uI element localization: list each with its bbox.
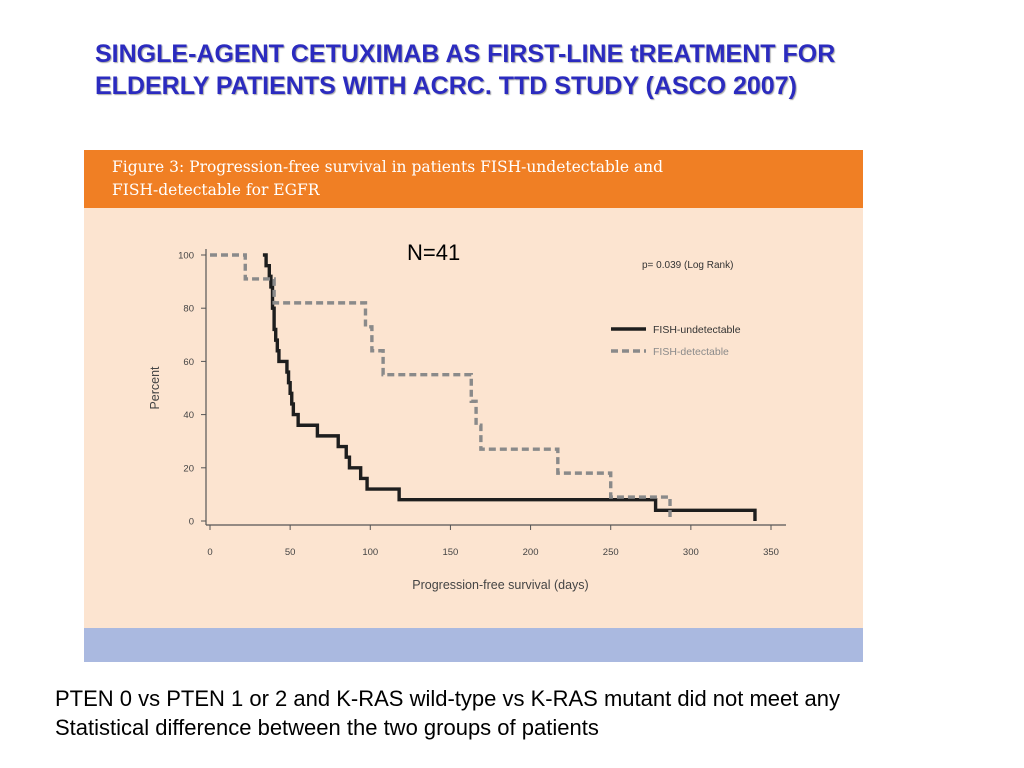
sample-size-label: N=41 xyxy=(407,240,461,265)
conclusion-line-1: PTEN 0 vs PTEN 1 or 2 and K-RAS wild-typ… xyxy=(55,686,840,711)
survival-chart: 0 20 40 60 80 100 0 50 100 150 200 250 300 350 Progres… xyxy=(148,249,786,592)
legend-label: FISH-undetectable xyxy=(653,324,741,336)
p-value-annotation: p= 0.039 (Log Rank) xyxy=(642,260,733,271)
figure-header: Figure 3: Progression-free survival in p… xyxy=(84,150,863,208)
conclusion-line-2: Statistical difference between the two g… xyxy=(55,715,599,740)
figure-caption: Figure 3: Progression-free survival in p… xyxy=(112,156,663,202)
slide-title-line-1: SINGLE-AGENT CETUXIMAB AS FIRST-LINE tRE… xyxy=(95,40,836,68)
figure-caption-line-2: FISH-detectable for EGFR xyxy=(112,181,320,199)
slide-title-line-2: ELDERLY PATIENTS WITH ACRC. TTD STUDY (A… xyxy=(95,72,797,100)
y-axis-label: Percent xyxy=(148,366,162,410)
y-tick-label: 80 xyxy=(183,304,194,315)
x-tick-label: 250 xyxy=(603,547,619,558)
x-tick-label: 150 xyxy=(442,547,458,558)
x-tick-label: 350 xyxy=(763,547,779,558)
figure-panel: Figure 3: Progression-free survival in p… xyxy=(84,150,863,662)
x-tick-label: 300 xyxy=(683,547,699,558)
y-tick-label: 20 xyxy=(183,463,194,474)
series-line-fish-undetectable xyxy=(262,253,757,521)
conclusion-text: PTEN 0 vs PTEN 1 or 2 and K-RAS wild-typ… xyxy=(55,684,1015,742)
y-tick-label: 100 xyxy=(178,251,194,262)
y-tick-label: 0 xyxy=(189,517,194,528)
x-tick-label: 200 xyxy=(523,547,539,558)
x-axis-label: Progression-free survival (days) xyxy=(412,578,588,592)
legend-label: FISH-detectable xyxy=(653,346,729,358)
series-line-fish-detectable xyxy=(210,253,672,521)
y-tick-label: 40 xyxy=(183,410,194,421)
figure-footer-band xyxy=(84,628,863,662)
y-tick-label: 60 xyxy=(183,357,194,368)
slide-title: SINGLE-AGENT CETUXIMAB AS FIRST-LINE tRE… xyxy=(95,38,975,102)
x-tick-label: 0 xyxy=(207,547,212,558)
figure-caption-line-1: Figure 3: Progression-free survival in p… xyxy=(112,158,664,176)
x-tick-label: 50 xyxy=(285,547,296,558)
x-tick-label: 100 xyxy=(362,547,378,558)
